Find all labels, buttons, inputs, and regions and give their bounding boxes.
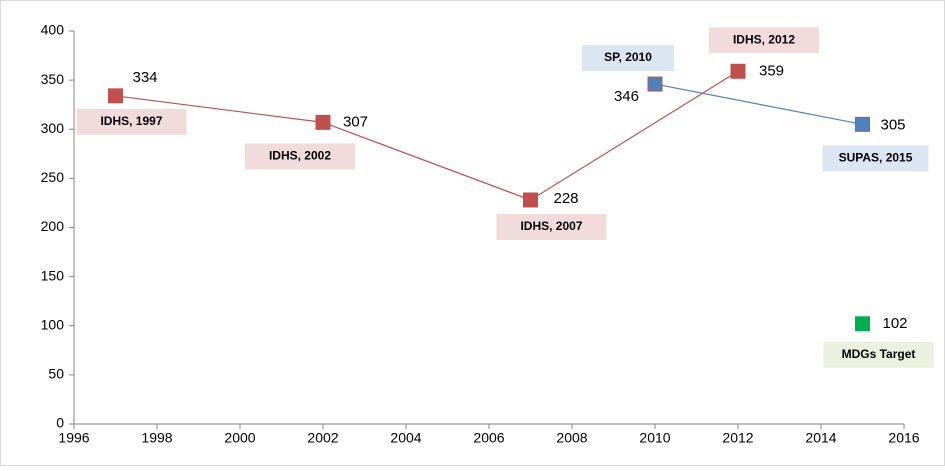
marker [730,63,746,79]
y-tick-label: 200 [41,218,65,234]
y-tick-label: 100 [41,316,65,332]
data-label: 102 [883,315,908,332]
data-label: 307 [343,113,368,130]
series-line [654,83,863,125]
y-tick-label: 50 [48,366,64,382]
marker [647,76,663,92]
data-label: 334 [133,69,158,86]
x-tick-label: 2012 [722,430,753,446]
x-tick-label: 2004 [390,430,421,446]
data-label: 305 [881,116,906,133]
x-tick-label: 1998 [141,430,172,446]
point-label: MDGs Target [842,347,916,361]
marker [523,192,538,208]
point-label-box [823,341,934,368]
data-label: 346 [614,88,639,105]
x-tick-label: 2000 [224,430,255,446]
y-tick-label: 150 [41,267,65,283]
point-label-box [582,45,674,72]
y-tick-label: 300 [41,120,65,136]
point-label-box [76,108,187,135]
data-label: 359 [759,62,784,79]
x-tick-label: 2006 [473,430,504,446]
series-line [115,70,739,201]
point-label: IDHS, 2012 [733,32,795,46]
point-label: SUPAS, 2015 [839,151,913,165]
x-tick-label: 2002 [307,430,338,446]
y-tick-label: 400 [41,22,65,38]
point-label: IDHS, 1997 [100,114,162,128]
point-label-box [709,27,819,54]
point-label: IDHS, 2007 [520,219,582,233]
x-tick-label: 2016 [888,430,919,446]
point-label: SP, 2010 [604,50,652,64]
marker [108,88,123,104]
marker [855,316,870,332]
marker [855,116,870,132]
point-label-box [496,213,607,240]
x-tick-label: 1996 [58,430,89,446]
marker [315,114,331,130]
x-tick-label: 2010 [639,430,670,446]
point-label-box [822,145,929,172]
y-tick-label: 350 [41,71,65,87]
y-tick-label: 0 [56,415,64,431]
x-tick-label: 2008 [556,430,587,446]
data-label: 228 [554,190,579,207]
y-tick-label: 250 [41,169,65,185]
x-tick-label: 2014 [805,430,836,446]
point-label-box [245,143,355,170]
point-label: IDHS, 2002 [269,149,331,163]
